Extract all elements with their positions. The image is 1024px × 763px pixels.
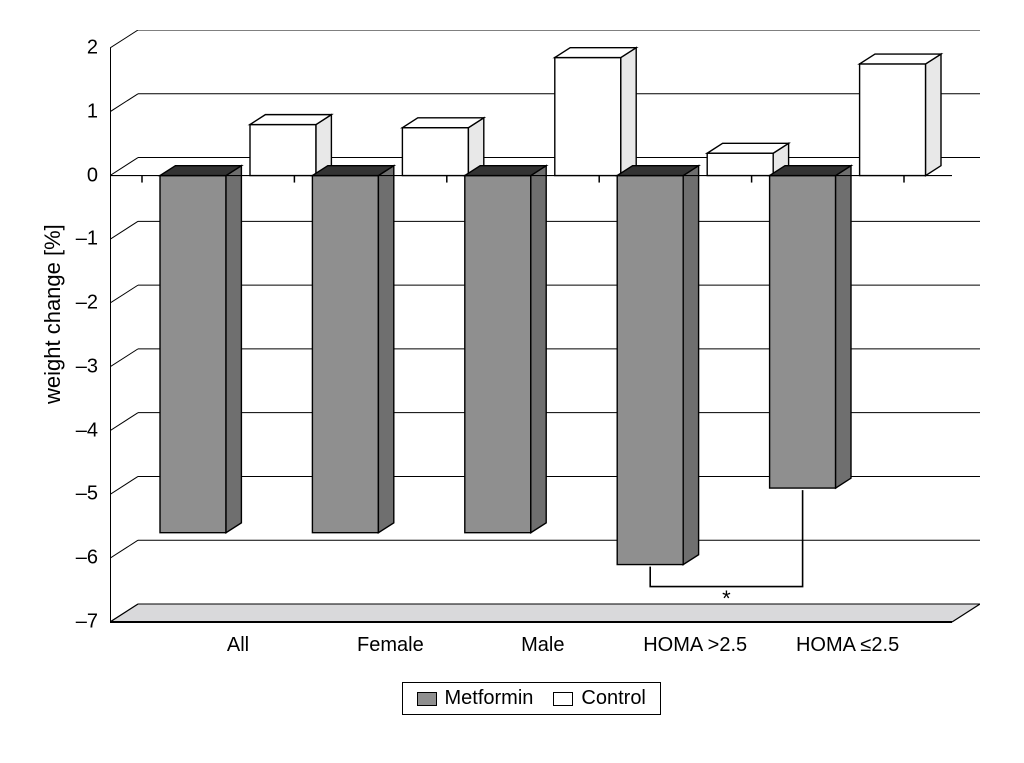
significance-label: *: [722, 586, 731, 612]
x-tick-label: HOMA >2.5: [643, 634, 747, 657]
bar-front: [555, 58, 621, 176]
floor: [110, 604, 980, 622]
bar-top: [707, 143, 788, 153]
plot-svg: [110, 30, 980, 640]
y-tick-label: –7: [58, 611, 98, 634]
grid-depth: [110, 158, 138, 176]
bar-side: [836, 166, 851, 488]
grid-depth: [110, 285, 138, 303]
bar-front: [160, 176, 226, 533]
bar-side: [531, 166, 546, 533]
bar-top: [860, 54, 941, 64]
bar-front: [465, 176, 531, 533]
grid-depth: [110, 94, 138, 112]
y-tick-label: 0: [58, 164, 98, 187]
y-tick-label: –4: [58, 419, 98, 442]
x-tick-label: All: [227, 634, 249, 657]
bar-side: [926, 54, 941, 176]
legend-swatch: [417, 692, 437, 706]
grid-depth: [110, 221, 138, 239]
bar-top: [160, 166, 241, 176]
legend-swatch: [553, 692, 573, 706]
bar-front: [617, 176, 683, 565]
x-tick-label: Male: [521, 634, 564, 657]
bar-top: [312, 166, 393, 176]
legend: Metformin Control: [402, 682, 661, 715]
x-tick-label: HOMA ≤2.5: [796, 634, 899, 657]
legend-item: Control: [553, 687, 645, 710]
bar-side: [378, 166, 393, 533]
grid-depth: [110, 30, 138, 48]
grid-depth: [110, 540, 138, 558]
bar-front: [770, 176, 836, 489]
bar-side: [226, 166, 241, 533]
y-tick-label: 2: [58, 37, 98, 60]
bar-side: [683, 166, 698, 565]
y-tick-label: –6: [58, 547, 98, 570]
grid-depth: [110, 349, 138, 367]
chart-root: *–7–6–5–4–3–2–1012AllFemaleMaleHOMA >2.5…: [0, 0, 1024, 763]
bar-top: [250, 115, 331, 125]
bar-top: [555, 48, 636, 58]
bar-top: [465, 166, 546, 176]
x-tick-label: Female: [357, 634, 424, 657]
bar-top: [770, 166, 851, 176]
legend-label: Metformin: [445, 687, 534, 710]
legend-item: Metformin: [417, 687, 534, 710]
bar-front: [250, 125, 316, 176]
bar-front: [402, 128, 468, 176]
bar-front: [707, 153, 773, 175]
bar-top: [617, 166, 698, 176]
y-tick-label: 1: [58, 100, 98, 123]
bar-front: [312, 176, 378, 533]
y-tick-label: –5: [58, 483, 98, 506]
grid-depth: [110, 413, 138, 431]
bar-side: [621, 48, 636, 176]
y-axis-label: weight change [%]: [40, 224, 66, 404]
legend-label: Control: [581, 687, 645, 710]
bar-top: [402, 118, 483, 128]
bar-front: [860, 64, 926, 176]
grid-depth: [110, 476, 138, 494]
